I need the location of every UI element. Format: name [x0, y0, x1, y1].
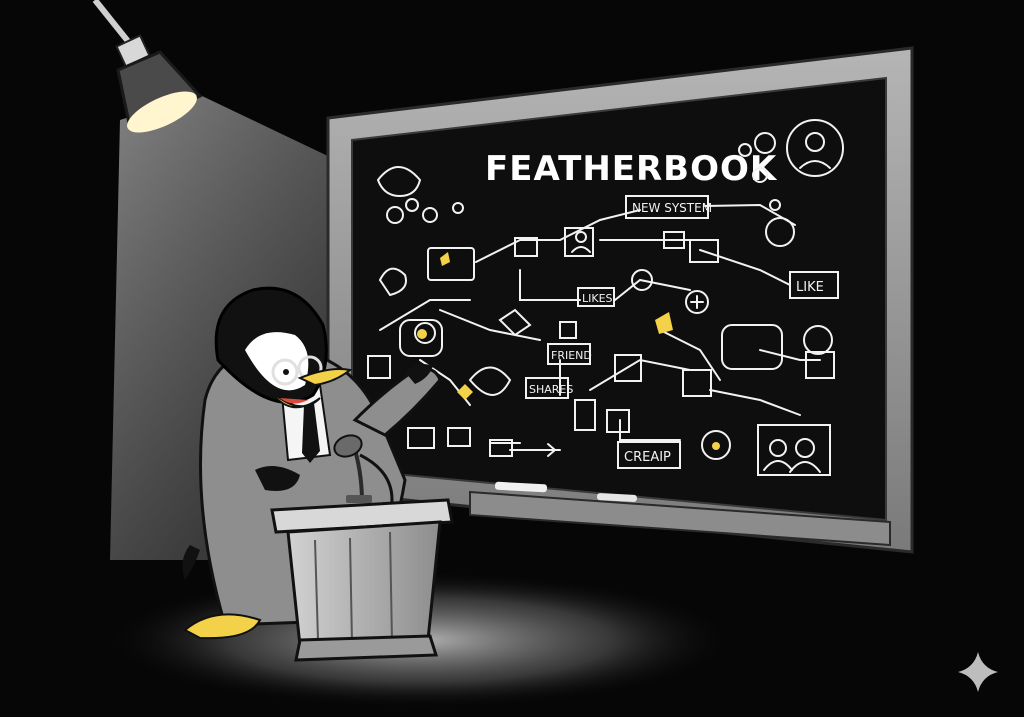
accent-chalk	[417, 252, 720, 450]
label-creaip: CREAIP	[624, 450, 671, 465]
label-friend: FRIEND	[551, 349, 592, 362]
podium	[270, 498, 454, 662]
label-new-system: NEW SYSTEM	[632, 201, 712, 215]
label-shares: SHARES	[529, 383, 573, 396]
stage-lamp-icon	[92, 0, 203, 133]
board-title: FEATHERBOOK	[485, 149, 778, 189]
sparkle-icon	[958, 652, 998, 692]
chalkboard	[326, 46, 914, 554]
label-like: LIKE	[796, 280, 824, 295]
chalk-diagram	[367, 119, 844, 476]
microphone-icon	[333, 434, 394, 516]
chalk-labels: NEW SYSTEM LIKES LIKE FRIEND SHARES CREA…	[525, 195, 839, 469]
label-likes: LIKES	[582, 292, 613, 305]
